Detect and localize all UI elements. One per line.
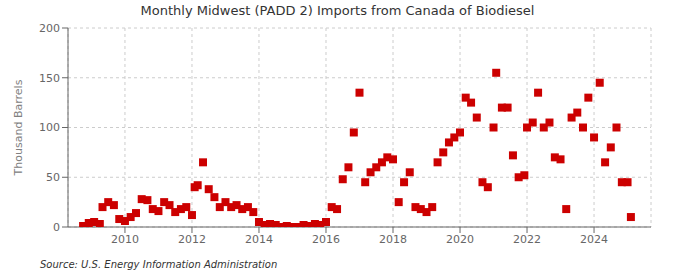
svg-text:200: 200 <box>39 22 60 35</box>
svg-text:2010: 2010 <box>111 233 139 246</box>
svg-text:2020: 2020 <box>446 233 474 246</box>
svg-text:2016: 2016 <box>312 233 340 246</box>
html-text:Monthly Midwest (PADD 2) Impor: Monthly Midwest (PADD 2) Imports from Ca… <box>140 3 535 18</box>
svg-text:100: 100 <box>39 121 60 134</box>
svg-text:2024: 2024 <box>580 233 608 246</box>
svg-text:Thousand Barrels: Thousand Barrels <box>12 79 25 176</box>
svg-text:0: 0 <box>53 221 60 234</box>
svg-text:2022: 2022 <box>513 233 541 246</box>
svg-text:150: 150 <box>39 72 60 85</box>
svg-text:50: 50 <box>46 171 60 184</box>
svg-text:2012: 2012 <box>178 233 206 246</box>
svg-text:2014: 2014 <box>245 233 273 246</box>
svg-text:2018: 2018 <box>379 233 407 246</box>
html-text:Source: U.S. Energy Informatio: Source: U.S. Energy Information Administ… <box>40 259 278 270</box>
